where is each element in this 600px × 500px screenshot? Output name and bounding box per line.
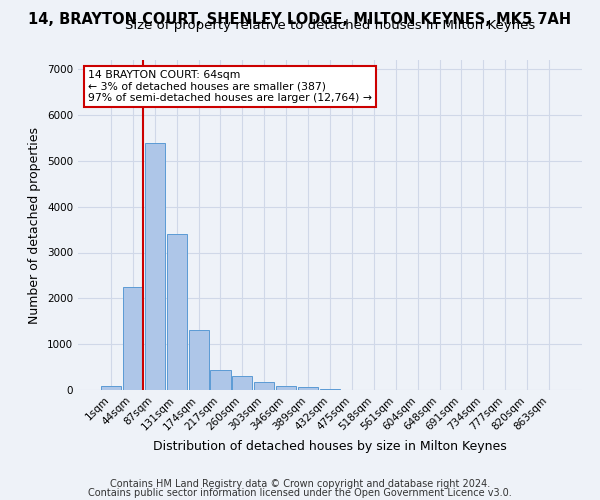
Bar <box>211 370 230 390</box>
Bar <box>298 387 318 390</box>
Bar <box>320 389 340 390</box>
Text: 14, BRAYTON COURT, SHENLEY LODGE, MILTON KEYNES, MK5 7AH: 14, BRAYTON COURT, SHENLEY LODGE, MILTON… <box>28 12 572 28</box>
X-axis label: Distribution of detached houses by size in Milton Keynes: Distribution of detached houses by size … <box>153 440 507 453</box>
Bar <box>145 142 165 390</box>
Bar <box>101 386 121 390</box>
Text: 14 BRAYTON COURT: 64sqm
← 3% of detached houses are smaller (387)
97% of semi-de: 14 BRAYTON COURT: 64sqm ← 3% of detached… <box>88 70 372 103</box>
Bar <box>123 287 143 390</box>
Bar <box>276 386 296 390</box>
Text: Contains public sector information licensed under the Open Government Licence v3: Contains public sector information licen… <box>88 488 512 498</box>
Title: Size of property relative to detached houses in Milton Keynes: Size of property relative to detached ho… <box>125 20 535 32</box>
Bar <box>167 234 187 390</box>
Bar <box>232 376 253 390</box>
Bar <box>188 330 209 390</box>
Y-axis label: Number of detached properties: Number of detached properties <box>28 126 41 324</box>
Text: Contains HM Land Registry data © Crown copyright and database right 2024.: Contains HM Land Registry data © Crown c… <box>110 479 490 489</box>
Bar <box>254 382 274 390</box>
